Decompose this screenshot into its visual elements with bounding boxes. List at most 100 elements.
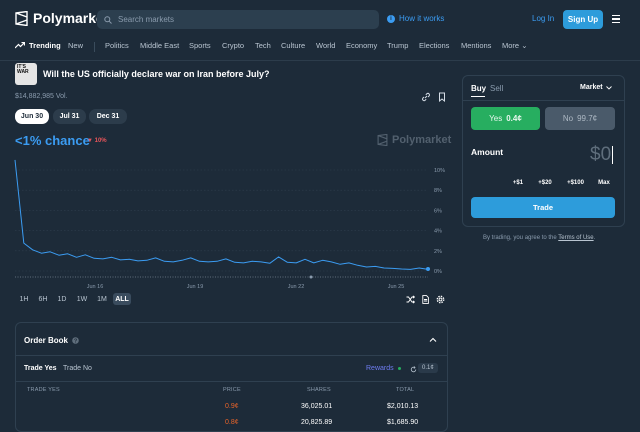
nav-trump[interactable]: Trump	[387, 41, 409, 50]
tab-trade-yes[interactable]: Trade Yes	[24, 365, 57, 372]
x-tick-label: Jun 22	[288, 284, 305, 290]
market-volume: $14,882,985 Vol.	[15, 93, 68, 100]
y-tick-label: 6%	[434, 208, 442, 214]
trade-panel-divider	[463, 100, 624, 101]
y-tick-label: 4%	[434, 229, 442, 235]
order-type-label: Market	[580, 84, 603, 91]
price-chart[interactable]: 10% 8% 6% 4% 2% 0% Jun 16 Jun 19 Jun 22 Jun 25	[0, 150, 460, 295]
series-line	[14, 159, 429, 270]
search-input[interactable]	[118, 15, 358, 24]
amount-label: Amount	[471, 147, 504, 157]
range-scrubber-handle[interactable]	[309, 275, 313, 279]
hamburger-menu-icon[interactable]	[612, 15, 620, 23]
buy-tab-underline	[471, 96, 485, 97]
quick-add-20[interactable]: +$20	[538, 180, 552, 186]
row-1-total: $2,010.13	[387, 403, 419, 410]
yes-outcome-button[interactable]: Yes 0.4¢	[471, 107, 540, 130]
quick-add-100[interactable]: +$100	[567, 180, 584, 186]
nav-crypto[interactable]: Crypto	[222, 41, 245, 50]
y-tick-label: 0%	[434, 269, 442, 275]
bookmark-icon[interactable]	[437, 92, 447, 102]
brand-logo[interactable]: Polymarket	[15, 10, 108, 26]
tab-buy[interactable]: Buy	[471, 84, 487, 93]
order-book-header-divider	[16, 381, 447, 382]
tab-trade-no[interactable]: Trade No	[63, 365, 92, 372]
col-total: TOTAL	[396, 387, 415, 393]
terms-notice: By trading, you agree to the Terms of Us…	[483, 235, 595, 241]
range-1h[interactable]: 1H	[19, 295, 29, 303]
tab-sell[interactable]: Sell	[490, 84, 504, 93]
search-bar[interactable]	[97, 10, 379, 29]
trade-button[interactable]: Trade	[471, 197, 615, 218]
nav-trending[interactable]: Trending	[29, 41, 61, 50]
nav-sports[interactable]: Sports	[189, 41, 211, 50]
x-tick-label: Jun 19	[187, 284, 204, 290]
brand-name: Polymarket	[33, 10, 109, 26]
trade-panel: Buy Sell Market Yes 0.4¢ No 99.7¢ Amount…	[462, 75, 625, 227]
yes-price: 0.4¢	[506, 114, 522, 123]
terms-prefix: By trading, you agree to the	[483, 235, 557, 241]
order-book-title[interactable]: Order Book ?	[24, 336, 79, 345]
order-book-divider	[16, 355, 447, 356]
login-button[interactable]: Log In	[532, 14, 555, 23]
range-6h[interactable]: 6H	[38, 295, 48, 303]
nav-more[interactable]: More ⌄	[502, 41, 527, 50]
amount-input[interactable]: $0	[590, 144, 612, 165]
nav-tech[interactable]: Tech	[255, 41, 271, 50]
polymarket-watermark: Polymarket	[377, 134, 451, 146]
date-jun-30[interactable]: Jun 30	[15, 109, 49, 124]
nav-middle-east[interactable]: Middle East	[140, 41, 180, 50]
chance-value: <1% chance	[15, 133, 90, 148]
nav-more-label: More	[502, 41, 520, 50]
order-type-select[interactable]: Market	[580, 84, 612, 91]
date-dec-31[interactable]: Dec 31	[89, 109, 127, 124]
link-icon[interactable]	[421, 92, 431, 102]
nav-politics[interactable]: Politics	[105, 41, 129, 50]
row-2-shares: 20,825.89	[301, 419, 333, 426]
amount-cursor	[612, 146, 613, 164]
help-icon: ?	[72, 337, 79, 344]
gear-icon[interactable]	[436, 295, 445, 304]
nav-elections[interactable]: Elections	[419, 41, 450, 50]
nav-divider	[94, 42, 95, 52]
row-2-total: $1,685.90	[387, 419, 419, 426]
y-tick-label: 8%	[434, 188, 442, 194]
range-1m[interactable]: 1M	[97, 295, 107, 303]
watermark-text: Polymarket	[392, 134, 452, 146]
quick-add-1[interactable]: +$1	[512, 180, 524, 186]
chance-delta: ▼ 10%	[87, 138, 107, 144]
no-label: No	[562, 114, 574, 123]
search-icon	[104, 15, 112, 24]
range-1w[interactable]: 1W	[76, 295, 88, 303]
nav-mentions[interactable]: Mentions	[461, 41, 492, 50]
refresh-icon[interactable]	[410, 366, 417, 373]
series-end-point	[426, 266, 430, 271]
chevron-up-icon[interactable]	[429, 336, 437, 344]
rewards-indicator[interactable]: Rewards	[366, 365, 401, 372]
quick-add-max[interactable]: Max	[598, 180, 610, 186]
x-tick-label: Jun 16	[87, 284, 104, 290]
chevron-down-icon	[605, 85, 612, 90]
nav-economy[interactable]: Economy	[346, 41, 378, 50]
market-title: Will the US officially declare war on Ir…	[43, 69, 270, 79]
col-shares: SHARES	[307, 387, 331, 393]
nav-culture[interactable]: Culture	[281, 41, 306, 50]
range-all[interactable]: ALL	[113, 293, 131, 305]
terms-link[interactable]: Terms of Use	[558, 235, 594, 241]
col-trade-yes: TRADE YES	[27, 387, 60, 393]
document-icon[interactable]	[421, 295, 430, 304]
x-tick-label: Jun 25	[388, 284, 405, 290]
row-1-shares: 36,025.01	[301, 403, 333, 410]
category-nav: Trending New Politics Middle East Sports…	[0, 38, 640, 55]
signup-button[interactable]: Sign Up	[563, 10, 603, 29]
order-book-title-text: Order Book	[24, 336, 69, 345]
nav-world[interactable]: World	[316, 41, 336, 50]
how-it-works-link[interactable]: i How it works	[387, 14, 444, 23]
shuffle-icon[interactable]	[406, 295, 415, 304]
nav-new[interactable]: New	[68, 41, 84, 50]
date-jul-31[interactable]: Jul 31	[53, 109, 86, 124]
no-price: 99.7¢	[577, 114, 598, 123]
terms-suffix: .	[593, 235, 596, 241]
range-1d[interactable]: 1D	[57, 295, 67, 303]
no-outcome-button[interactable]: No 99.7¢	[545, 107, 615, 130]
